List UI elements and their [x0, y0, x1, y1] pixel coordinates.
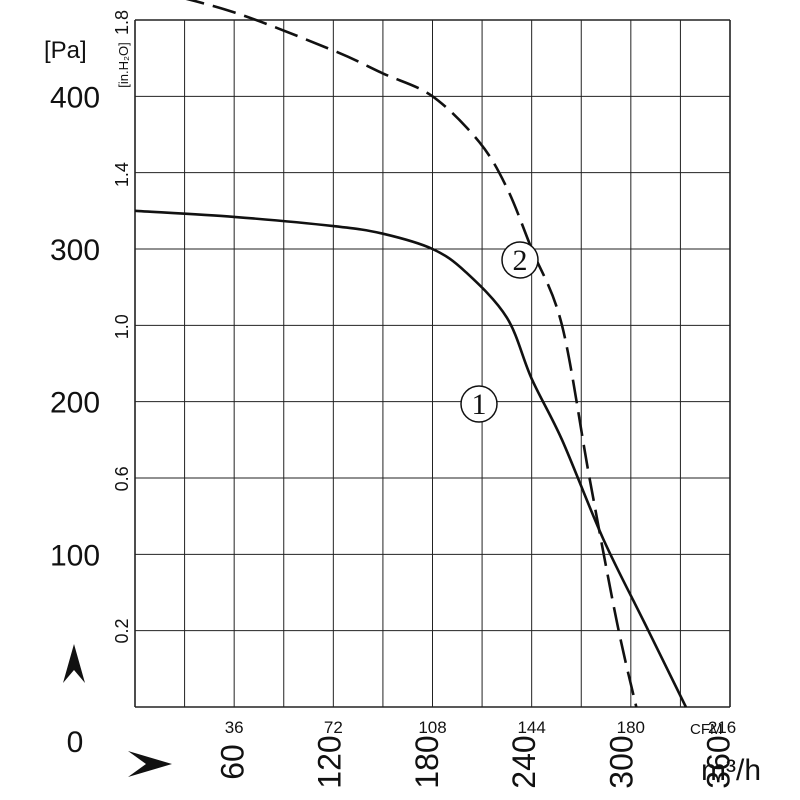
curve-label-circle-2 — [501, 241, 539, 279]
inh2o-unit-label: [in.H₂O] — [116, 42, 131, 88]
m3h-tick-label: 60 — [214, 744, 250, 780]
pa-tick-label: 0 — [67, 726, 84, 759]
m3h-tick-label: 180 — [409, 735, 445, 788]
cfm-unit-label: CFM — [690, 721, 723, 738]
pa-tick-label: 400 — [50, 81, 100, 114]
cfm-tick-label: 180 — [617, 718, 645, 737]
curves: 12 — [134, 0, 688, 708]
pressure-axis-arrow-icon — [63, 644, 85, 683]
inh2o-tick-label: 1.4 — [112, 162, 132, 187]
cfm-tick-label: 216 — [708, 718, 736, 737]
pa-tick-label: 300 — [50, 234, 100, 267]
pa-tick-label: 100 — [50, 539, 100, 572]
inh2o-tick-label: 1.0 — [112, 314, 132, 339]
cfm-tick-label: 108 — [418, 718, 446, 737]
tick-labels: 0 100 200 300 400 0.2 0.6 1.0 1.4 1.8 36 72 108 144 18… — [50, 10, 737, 789]
pa-unit-label: [Pa] — [44, 37, 87, 64]
m3h-tick-label: 300 — [603, 735, 639, 788]
inh2o-tick-label: 0.6 — [112, 466, 132, 491]
curve-label-1: 1 — [472, 388, 487, 421]
curve-line-1 — [134, 209, 688, 708]
inh2o-tick-label: 0.2 — [112, 618, 132, 643]
m3h-tick-label: 240 — [506, 735, 542, 788]
curve-label-circle-1 — [460, 385, 498, 423]
m3h-tick-label: 120 — [312, 735, 348, 788]
cfm-tick-label: 36 — [225, 718, 244, 737]
inh2o-tick-label: 1.8 — [112, 10, 132, 35]
cfm-tick-label: 144 — [517, 718, 545, 737]
grid — [134, 19, 731, 708]
m3h-tick-label: 360 — [701, 735, 737, 788]
m3h-unit-label: m³/h — [701, 754, 761, 787]
curve-label-2: 2 — [513, 244, 528, 277]
curve-line-2 — [185, 0, 638, 708]
pa-tick-label: 200 — [50, 387, 100, 420]
flow-axis-arrow-icon — [128, 751, 172, 777]
cfm-tick-label: 72 — [324, 718, 343, 737]
